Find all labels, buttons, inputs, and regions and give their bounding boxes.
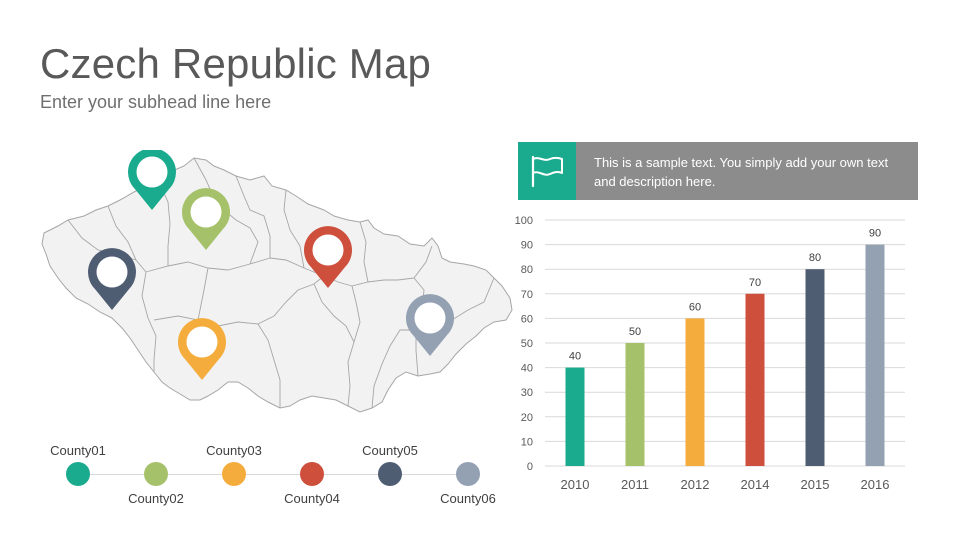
legend-label: County02: [128, 491, 184, 506]
page-title: Czech Republic Map: [40, 40, 432, 87]
map-pin-county02: [182, 188, 230, 250]
legend-label: County05: [362, 443, 418, 458]
y-tick-label: 70: [521, 289, 533, 301]
map-pin-county06: [406, 294, 455, 356]
y-tick-label: 80: [521, 264, 533, 276]
map-pin-county01: [128, 150, 176, 210]
bar-2011: [625, 343, 645, 466]
map-pin-county03: [178, 318, 227, 380]
x-tick-label: 2012: [681, 477, 710, 492]
y-tick-label: 100: [515, 215, 533, 227]
bar-chart: 0 10 20 30 40 50 60 70 80 90 100 40 2010 50 2011 60 2012…: [505, 208, 915, 498]
y-tick-label: 20: [521, 412, 533, 424]
pin-center: [312, 234, 344, 266]
callout-box: This is a sample text. You simply add yo…: [518, 142, 918, 200]
callout-text: This is a sample text. You simply add yo…: [594, 155, 889, 189]
map-pin-county05: [88, 248, 136, 310]
page-subtitle: Enter your subhead line here: [40, 92, 272, 112]
pin-center: [96, 256, 128, 288]
bar-chart-svg: 0 10 20 30 40 50 60 70 80 90 100 40 2010 50 2011 60 2012…: [515, 215, 905, 492]
legend-dot-county06: [456, 462, 480, 486]
data-label: 80: [809, 252, 821, 264]
y-tick-label: 10: [521, 436, 533, 448]
data-label: 40: [569, 351, 581, 363]
czech-map: [38, 150, 518, 430]
legend-label: County03: [206, 443, 262, 458]
legend-dot-county02: [144, 462, 168, 486]
legend-dot-county05: [378, 462, 402, 486]
region-borders: [67, 157, 495, 409]
x-tick-label: 2011: [621, 477, 649, 492]
legend-dot-county04: [300, 462, 324, 486]
flag-icon: [531, 155, 563, 188]
legend-dot-county01: [66, 462, 90, 486]
data-label: 70: [749, 277, 761, 289]
y-tick-label: 40: [521, 363, 533, 375]
czech-map-svg: [41, 150, 513, 413]
y-tick-label: 30: [521, 387, 533, 399]
legend-line: [78, 474, 468, 475]
data-label: 90: [869, 228, 881, 240]
legend-label: County01: [50, 443, 106, 458]
bar-2010: [565, 367, 585, 466]
pin-center: [190, 196, 222, 228]
pin-center: [136, 156, 168, 188]
map-pin-county04: [304, 226, 353, 288]
legend-label: County06: [440, 491, 496, 506]
legend-dot-county03: [222, 462, 246, 486]
country-outline: [41, 157, 513, 413]
legend-label: County04: [284, 491, 340, 506]
pin-center: [414, 302, 446, 334]
bar-2014: [745, 293, 765, 466]
x-tick-label: 2015: [801, 477, 830, 492]
county-legend: County01 County02 County03 County04 County05…: [48, 440, 498, 510]
bar-2012: [685, 318, 705, 466]
callout-icon-box: [518, 142, 576, 200]
x-tick-label: 2014: [741, 477, 770, 492]
data-label: 60: [689, 301, 701, 313]
y-tick-label: 60: [521, 313, 533, 325]
y-tick-label: 90: [521, 240, 533, 252]
x-tick-label: 2016: [861, 477, 890, 492]
y-tick-label: 0: [527, 461, 533, 473]
bar-2016: [865, 244, 885, 466]
data-label: 50: [629, 326, 641, 338]
bar-2015: [805, 269, 825, 466]
map-pins: [88, 150, 455, 380]
x-tick-label: 2010: [561, 477, 590, 492]
y-tick-label: 50: [521, 338, 533, 350]
pin-center: [186, 326, 218, 358]
